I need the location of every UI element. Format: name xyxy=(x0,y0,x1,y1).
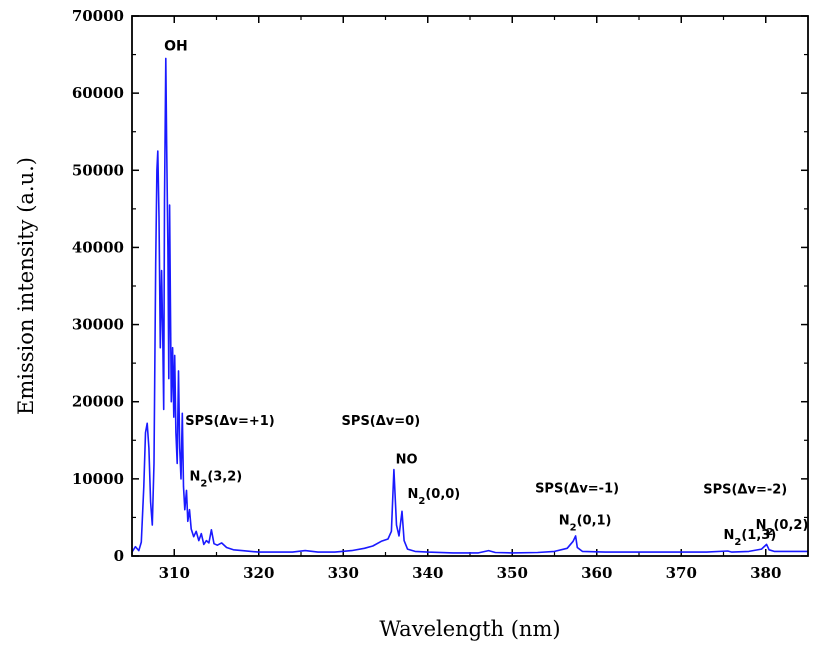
annotation-oh: OH xyxy=(164,39,188,55)
y-tick-label: 40000 xyxy=(72,238,124,256)
x-axis-title: Wavelength (nm) xyxy=(379,617,560,641)
y-tick-label: 0 xyxy=(114,547,124,565)
plot-area xyxy=(132,57,808,554)
annotation-sps0: SPS(Δv=0) xyxy=(342,414,421,429)
y-tick-label: 70000 xyxy=(72,7,124,25)
x-tick-label: 380 xyxy=(750,564,781,582)
y-tick-labels: 0 10000 20000 30000 40000 50000 60000 70000 xyxy=(72,7,124,565)
y-tick-label: 10000 xyxy=(72,470,124,488)
x-tick-label: 310 xyxy=(159,564,190,582)
emission-spectrum-line xyxy=(132,57,808,554)
x-tick-label: 330 xyxy=(328,564,359,582)
annotation-n202: N2(0,2) xyxy=(756,518,809,538)
y-tick-label: 50000 xyxy=(72,161,124,179)
y-tick-label: 60000 xyxy=(72,84,124,102)
x-tick-label: 340 xyxy=(412,564,443,582)
x-tick-label: 370 xyxy=(666,564,697,582)
y-axis-title: Emission intensity (a.u.) xyxy=(14,157,38,415)
peak-annotations: OH SPS(Δv=+1) N2(3,2) SPS(Δv=0) NO N2(0,0) SPS… xyxy=(164,39,808,548)
annotation-n200: N2(0,0) xyxy=(407,487,460,507)
annotation-no: NO xyxy=(396,452,418,467)
x-tick-label: 320 xyxy=(243,564,274,582)
x-tick-labels: 310 320 330 340 350 360 370 380 xyxy=(159,564,782,582)
y-tick-label: 20000 xyxy=(72,393,124,411)
x-tick-label: 360 xyxy=(581,564,612,582)
y-tick-label: 30000 xyxy=(72,316,124,334)
annotation-n213: N2(1,3) xyxy=(724,528,777,548)
annotation-n232: N2(3,2) xyxy=(189,469,242,489)
x-tick-label: 350 xyxy=(497,564,528,582)
annotation-n201: N2(0,1) xyxy=(559,513,612,533)
annotation-spsm1: SPS(Δv=-1) xyxy=(535,482,619,497)
annotation-sps1: SPS(Δv=+1) xyxy=(185,414,275,429)
plot-frame xyxy=(131,15,809,557)
annotation-spsm2: SPS(Δv=-2) xyxy=(703,483,787,498)
